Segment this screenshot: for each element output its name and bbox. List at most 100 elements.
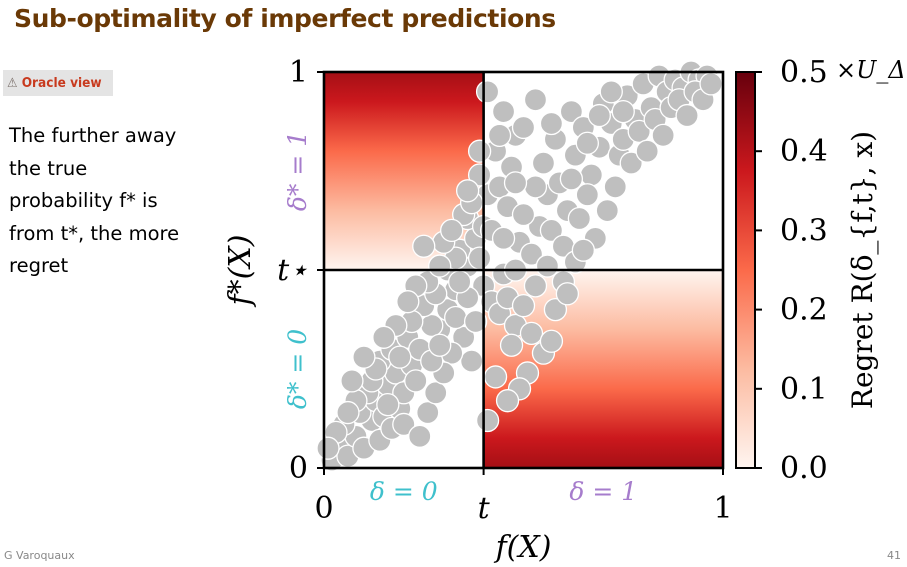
page-number: 41 — [887, 549, 901, 562]
data-point — [388, 345, 412, 369]
body-line-1: The further away — [9, 124, 177, 147]
data-point — [523, 274, 548, 298]
data-point — [340, 369, 364, 393]
data-point — [575, 183, 599, 207]
data-point — [567, 206, 592, 231]
data-point — [595, 198, 619, 223]
data-point — [611, 99, 635, 124]
data-point — [675, 103, 699, 128]
y-tick-label: 0 — [289, 451, 308, 486]
region-labels: δ = 0 δ = 1 δ* = 0 δ* = 1 — [283, 131, 637, 506]
data-point — [475, 408, 500, 433]
data-point — [539, 111, 564, 136]
data-point — [651, 123, 675, 148]
data-point — [440, 218, 464, 243]
x-tick-label: 1 — [713, 491, 732, 526]
colorbar-tick-label: 0.4 — [780, 134, 828, 169]
data-point — [491, 99, 516, 124]
y-region-label: δ* = 0 — [283, 329, 312, 409]
x-region-label: δ = 0 — [370, 477, 438, 506]
data-point — [467, 163, 492, 187]
y-region-label: δ* = 1 — [283, 131, 312, 211]
data-point — [483, 365, 508, 389]
data-point — [619, 151, 643, 175]
y-tick-label: t⋆ — [277, 253, 308, 288]
slide-title: Sub-optimality of imperfect predictions — [14, 4, 556, 33]
colorbar-ticks: 0.0 0.1 0.2 0.3 0.4 0.5 — [755, 55, 828, 486]
colorbar — [735, 71, 756, 469]
data-point — [463, 309, 488, 334]
colorbar-tick-label: 0.0 — [780, 451, 828, 486]
data-point — [519, 321, 544, 346]
data-point — [539, 218, 564, 243]
data-point — [539, 329, 564, 353]
data-point — [603, 175, 627, 199]
data-point — [467, 246, 492, 270]
data-point — [372, 325, 396, 349]
data-point — [511, 202, 536, 227]
body-line-4: from t*, the more — [9, 221, 180, 245]
x-tick-label: t — [478, 491, 491, 526]
data-point — [416, 400, 440, 425]
axis-ticks: 0 t 1 0 t⋆ 1 — [277, 55, 732, 526]
x-tick-label: 0 — [314, 491, 333, 526]
data-point — [543, 297, 568, 322]
scatter-points — [316, 60, 723, 472]
data-point — [376, 392, 400, 417]
data-point — [579, 163, 603, 187]
data-point — [699, 72, 723, 96]
x-region-label: δ = 1 — [569, 477, 637, 506]
colorbar-label: Regret R(δ_{f,t}, x) — [846, 131, 879, 409]
data-point — [428, 333, 452, 357]
data-point — [587, 103, 611, 128]
badge-label: Oracle view — [21, 75, 102, 91]
data-point — [420, 313, 444, 338]
data-point — [503, 171, 528, 195]
data-point — [523, 88, 548, 112]
data-point — [487, 123, 512, 148]
colorbar-tick-label: 0.2 — [780, 293, 828, 328]
data-point — [635, 139, 659, 163]
oracle-view-badge: ⚠ Oracle view — [3, 70, 113, 96]
body-line-2: the true — [9, 156, 88, 180]
data-point — [444, 305, 468, 330]
data-point — [571, 238, 595, 262]
colorbar-tick-label: 0.5 — [780, 55, 828, 90]
body-text: The further away the true probability f*… — [9, 120, 209, 283]
data-point — [451, 325, 476, 349]
data-point — [575, 131, 599, 155]
data-point — [455, 179, 480, 203]
y-axis-label: f*(X) — [223, 235, 258, 308]
data-point — [316, 436, 340, 460]
data-point — [535, 254, 560, 278]
data-point — [467, 139, 492, 163]
data-point — [336, 400, 360, 425]
data-point — [523, 175, 548, 199]
data-point — [352, 345, 376, 369]
warning-icon: ⚠ — [7, 76, 18, 91]
data-point — [459, 349, 484, 373]
data-point — [599, 80, 623, 104]
data-point — [392, 412, 416, 437]
data-point — [404, 369, 428, 393]
colorbar-tick-label: 0.1 — [780, 372, 828, 407]
data-point — [519, 242, 544, 266]
data-point — [424, 381, 448, 405]
data-point — [559, 99, 584, 124]
body-line-5: regret — [9, 254, 69, 277]
y-tick-label: 1 — [289, 55, 308, 90]
data-point — [555, 282, 580, 306]
data-point — [428, 254, 452, 278]
body-line-3: probability f* is — [9, 189, 158, 212]
data-point — [412, 234, 436, 258]
data-point — [559, 167, 584, 191]
footer-author: G Varoquaux — [4, 549, 75, 562]
data-point — [499, 333, 524, 357]
data-point — [627, 119, 651, 144]
data-point — [396, 290, 420, 314]
data-point — [511, 293, 536, 318]
x-axis-label: f(X) — [494, 530, 552, 565]
data-point — [448, 270, 472, 294]
data-point — [491, 226, 516, 250]
